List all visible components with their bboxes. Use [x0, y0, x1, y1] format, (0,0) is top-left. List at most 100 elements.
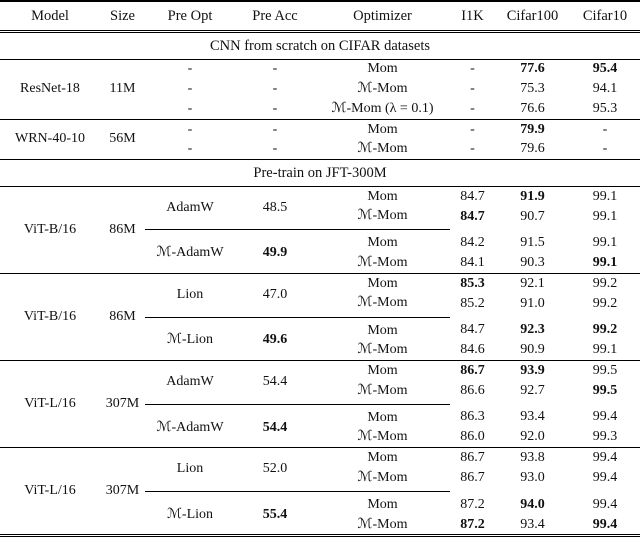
model-cell: ViT-L/16	[0, 360, 100, 449]
pre-opt-cell: Lion	[145, 273, 235, 318]
pre-opt-cell: ℳ-Lion	[166, 506, 214, 522]
table-row: ℳ-Mom 84.7 90.7 99.1	[0, 206, 640, 231]
pre-opt-cell: ℳ-AdamW	[156, 245, 224, 261]
table-header: Model Size Pre Opt Pre Acc Optimizer I1K…	[0, 1, 640, 32]
pre-opt-cell: -	[187, 141, 193, 157]
optimizer-cell: ℳ-Mom	[357, 516, 408, 532]
i1k-cell: 84.7	[460, 208, 485, 224]
cifar100-cell: 79.6	[520, 141, 545, 157]
pre-acc-cell: -	[272, 61, 278, 77]
cifar100-cell: 91.5	[520, 235, 545, 251]
optimizer-cell: ℳ-Mom (λ = 0.1)	[331, 100, 434, 116]
table-row: ResNet-18 11M - - Mom - 77.6 95.4	[0, 59, 640, 120]
table-row: ℳ-Mom 86.0 92.0 99.3	[0, 428, 640, 448]
pre-opt-cell: -	[187, 61, 193, 77]
cifar100-cell: 93.0	[520, 469, 545, 485]
pre-acc-cell: 54.4	[235, 360, 315, 405]
cifar10-cell: 99.4	[592, 450, 618, 466]
pre-acc-cell: -	[272, 81, 278, 97]
pre-opt-cell: ℳ-AdamW	[156, 419, 224, 435]
pre-opt-cell: -	[187, 81, 193, 97]
cifar10-cell: 99.1	[592, 208, 618, 224]
i1k-cell: -	[470, 121, 475, 137]
pre-acc-cell: -	[272, 141, 278, 157]
size-cell: 307M	[100, 447, 145, 537]
size-cell: 86M	[100, 273, 145, 362]
cifar100-cell: 75.3	[520, 81, 545, 97]
optimizer-cell: ℳ-Mom	[357, 141, 408, 157]
table-row: WRN-40-10 56M - - Mom - 79.9 -	[0, 119, 640, 161]
column-header-i1k: I1K	[461, 8, 484, 24]
optimizer-cell: Mom	[367, 121, 398, 137]
i1k-cell: 85.2	[460, 295, 485, 311]
cifar10-cell: -	[602, 121, 608, 137]
pre-opt-cell: -	[187, 121, 193, 137]
i1k-cell: 84.7	[460, 188, 485, 204]
optimizer-cell: Mom	[367, 450, 398, 466]
cifar100-cell: 76.6	[520, 100, 545, 116]
optimizer-cell: ℳ-Mom	[357, 255, 408, 271]
table-row: ViT-L/16 307M Lion 52.0 Mom 86.7 93.8 99.4	[0, 447, 640, 537]
cifar10-cell: 99.1	[592, 342, 618, 358]
i1k-cell: 86.0	[460, 429, 485, 445]
pre-acc-cell: 54.4	[262, 419, 288, 435]
column-header-cifar100: Cifar100	[506, 8, 559, 24]
model-cell: WRN-40-10	[0, 119, 100, 161]
pre-acc-cell: 55.4	[262, 506, 288, 522]
section-title: CNN from scratch on CIFAR datasets	[209, 37, 430, 54]
cifar10-cell: 95.3	[592, 100, 618, 116]
column-header-pre-acc: Pre Acc	[252, 8, 298, 24]
i1k-cell: 86.7	[460, 362, 485, 378]
pre-acc-cell: -	[272, 100, 278, 116]
cifar100-cell: 90.7	[520, 208, 545, 224]
pre-opt-cell: Lion	[145, 447, 235, 492]
cifar10-cell: 99.5	[592, 382, 618, 398]
optimizer-cell: Mom	[367, 235, 398, 251]
size-cell: 11M	[100, 59, 145, 120]
cifar100-cell: 90.9	[520, 342, 545, 358]
optimizer-cell: ℳ-Mom	[315, 293, 450, 318]
i1k-cell: 86.7	[460, 469, 485, 485]
section-header-row: CNN from scratch on CIFAR datasets	[0, 32, 640, 60]
column-header-optimizer: Optimizer	[353, 8, 412, 24]
i1k-cell: 86.7	[460, 450, 485, 466]
cifar100-cell: 92.1	[520, 275, 545, 291]
column-header-size: Size	[110, 8, 135, 24]
pre-acc-cell: 49.9	[262, 245, 288, 261]
optimizer-cell: Mom	[367, 188, 398, 204]
cifar10-cell: 99.4	[592, 469, 618, 485]
cifar100-cell: 92.0	[520, 429, 545, 445]
table-row: ℳ-Mom 85.2 91.0 99.2	[0, 293, 640, 318]
optimizer-cell: Mom	[367, 496, 398, 512]
cifar10-cell: 99.2	[592, 322, 618, 338]
table-row: - - ℳ-Mom (λ = 0.1) - 76.6 95.3	[0, 99, 640, 120]
cifar100-cell: 93.9	[520, 362, 545, 378]
cifar100-cell: 92.3	[520, 322, 545, 338]
table-row: ℳ-Lion 55.4 Mom 87.2 94.0 99.4	[0, 491, 640, 522]
header-row: Model Size Pre Opt Pre Acc Optimizer I1K…	[0, 1, 640, 32]
cifar100-cell: 92.7	[520, 382, 545, 398]
section-header-row: Pre-train on JFT-300M	[0, 160, 640, 187]
cifar100-cell: 91.0	[520, 295, 545, 311]
i1k-cell: -	[470, 100, 475, 116]
i1k-cell: -	[470, 81, 475, 97]
column-header-model: Model	[31, 8, 69, 24]
optimizer-cell: ℳ-Mom	[357, 429, 408, 445]
optimizer-cell: ℳ-Mom	[315, 206, 450, 231]
i1k-cell: 84.7	[460, 322, 485, 338]
cifar10-cell: -	[602, 141, 608, 157]
model-cell: ViT-B/16	[0, 186, 100, 274]
cifar10-cell: 94.1	[592, 81, 618, 97]
size-cell: 86M	[100, 186, 145, 274]
model-cell: ResNet-18	[0, 59, 100, 120]
optimizer-cell: Mom	[367, 61, 398, 77]
optimizer-cell: ℳ-Mom	[357, 342, 408, 358]
i1k-cell: 87.2	[460, 496, 485, 512]
table-row: ℳ-Lion 49.6 Mom 84.7 92.3 99.2	[0, 317, 640, 347]
cifar100-cell: 90.3	[520, 255, 545, 271]
pre-acc-cell: 49.6	[262, 332, 288, 348]
optimizer-cell: Mom	[367, 322, 398, 338]
cifar10-cell: 99.4	[592, 409, 618, 425]
pre-acc-cell: -	[272, 121, 278, 137]
cifar10-cell: 99.1	[592, 235, 618, 251]
